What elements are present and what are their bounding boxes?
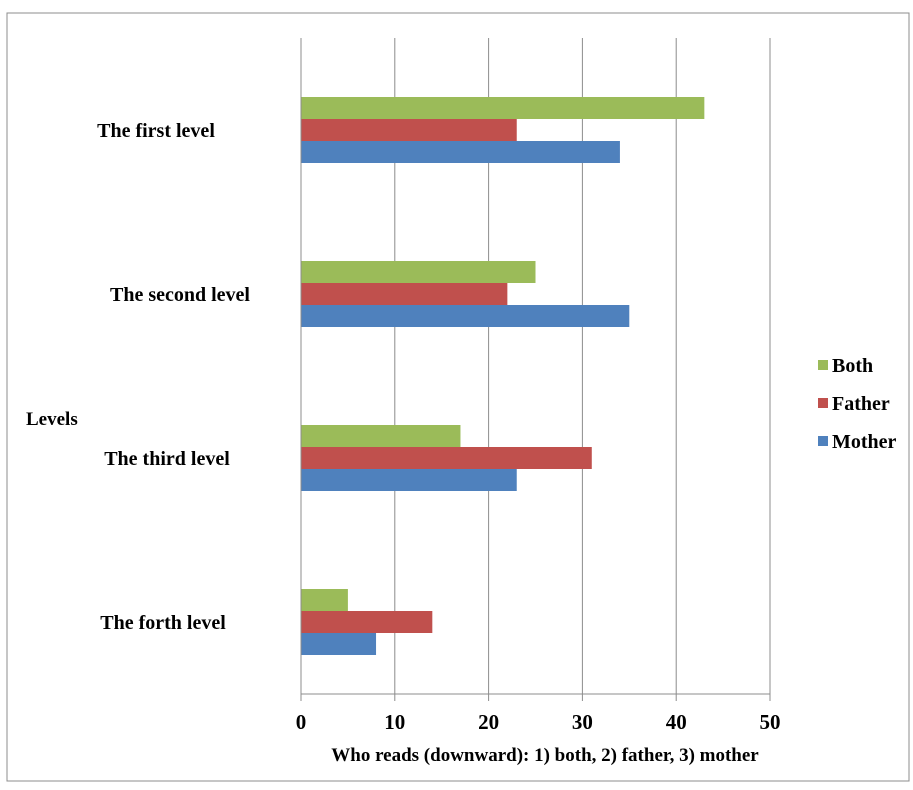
axes (300, 38, 771, 701)
bar-mother-1 (301, 141, 620, 163)
bar-father-2 (301, 283, 508, 305)
x-tick-label: 50 (760, 710, 781, 734)
legend: Both Father Mother (818, 355, 897, 453)
category-label: The forth level (100, 612, 226, 634)
bar-both-3 (301, 425, 461, 447)
bars (301, 97, 705, 655)
legend-swatch-both (818, 360, 828, 370)
legend-swatch-father (818, 398, 828, 408)
category-label: The second level (110, 284, 250, 306)
x-tick-label: 40 (666, 710, 687, 734)
bar-father-1 (301, 119, 517, 141)
tick-labels: 0 10 20 30 40 50 (296, 710, 781, 734)
bar-mother-3 (301, 469, 517, 491)
legend-swatch-mother (818, 436, 828, 446)
x-tick-label: 0 (296, 710, 307, 734)
chart-border (6, 12, 910, 782)
bar-both-4 (301, 589, 348, 611)
legend-label-both: Both (832, 355, 873, 377)
category-label: The first level (97, 120, 215, 142)
bar-father-4 (301, 611, 433, 633)
bar-both-2 (301, 261, 536, 283)
legend-label-mother: Mother (832, 431, 897, 453)
category-label: The third level (104, 448, 230, 470)
x-tick-label: 10 (384, 710, 405, 734)
bar-mother-4 (301, 633, 377, 655)
bar-both-1 (301, 97, 705, 119)
bar-mother-2 (301, 305, 630, 327)
bar-father-3 (301, 447, 592, 469)
x-tick-label: 20 (478, 710, 499, 734)
legend-label-father: Father (832, 393, 890, 415)
category-labels: The first level The second level The third… (97, 120, 250, 634)
x-tick-label: 30 (572, 710, 593, 734)
x-axis-title: Who reads (downward): 1) both, 2) father… (331, 745, 759, 766)
y-axis-title: Levels (26, 409, 78, 430)
